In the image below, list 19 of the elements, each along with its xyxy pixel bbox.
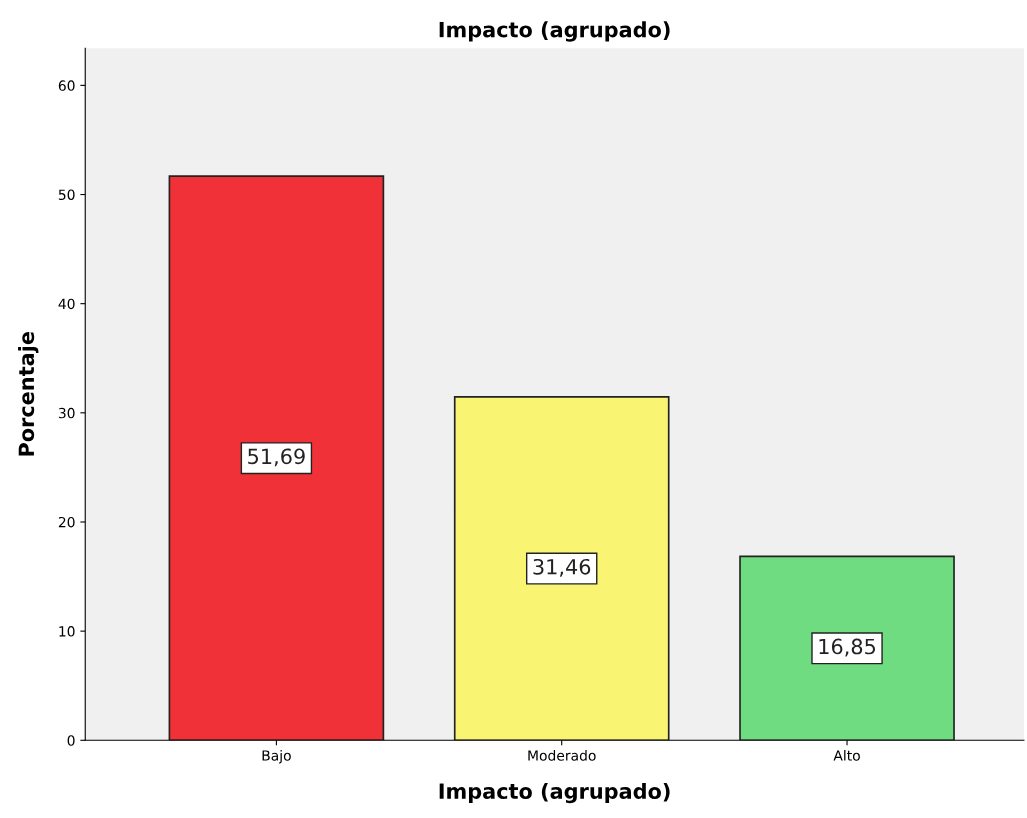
y-tick-label: 10 <box>59 626 75 637</box>
y-tick-label: 0 <box>67 735 75 746</box>
bar <box>739 555 955 741</box>
y-tick-label: 50 <box>58 189 75 200</box>
x-tick-label: Alto <box>833 750 860 761</box>
bar <box>168 175 385 741</box>
y-tick-label: 60 <box>58 80 75 91</box>
data-label: 31,46 <box>533 558 591 577</box>
x-tick-label: Bajo <box>262 750 291 764</box>
x-axis-title: Impacto (agrupado) <box>439 782 670 804</box>
bar <box>453 396 670 741</box>
chart-title: Impacto (agrupado) <box>439 21 670 42</box>
data-label: 16,85 <box>819 638 876 657</box>
y-axis-title: Porcentaje <box>18 332 39 456</box>
y-tick-label: 20 <box>58 516 75 528</box>
x-tick-label: Moderado <box>528 750 596 761</box>
y-tick-label: 40 <box>58 298 75 310</box>
y-tick-label: 30 <box>58 407 75 419</box>
data-label: 51,69 <box>248 448 305 467</box>
